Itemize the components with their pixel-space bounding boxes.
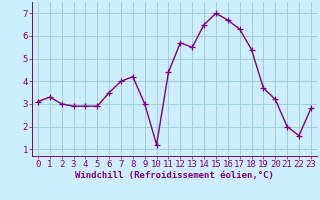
X-axis label: Windchill (Refroidissement éolien,°C): Windchill (Refroidissement éolien,°C) — [75, 171, 274, 180]
